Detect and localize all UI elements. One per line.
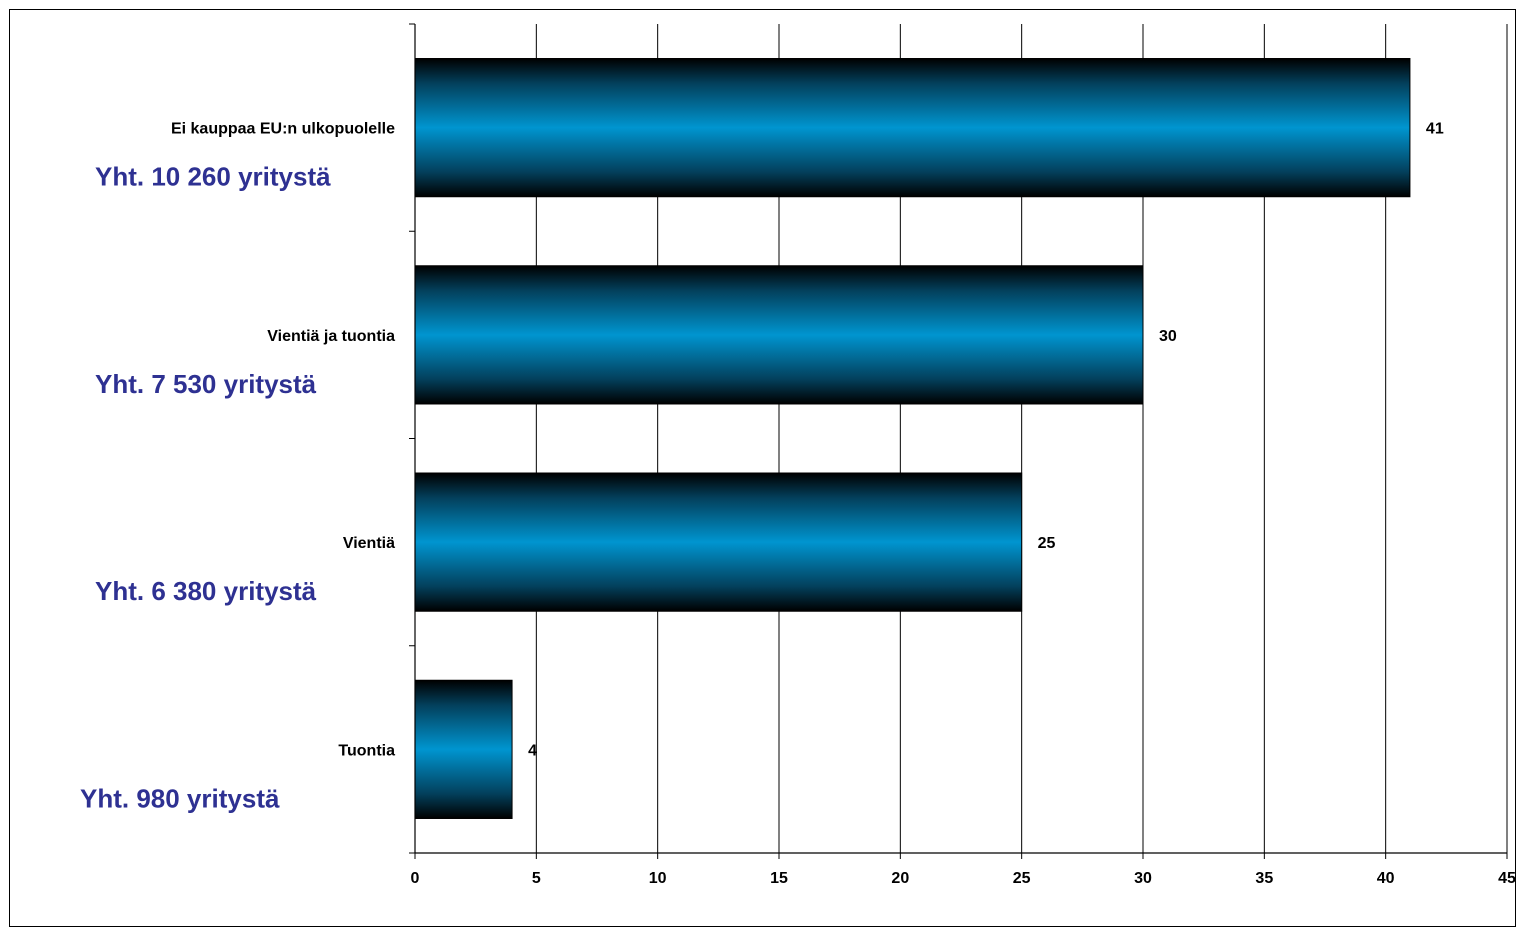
x-tick-label: 35 xyxy=(1255,870,1273,887)
bar xyxy=(414,265,1144,405)
x-tick-label: 40 xyxy=(1377,870,1395,887)
x-tick-label: 10 xyxy=(649,870,667,887)
data-label: 41 xyxy=(1426,121,1444,138)
bar xyxy=(414,58,1411,198)
x-tick-label: 20 xyxy=(891,870,909,887)
annotation-label: Yht. 6 380 yritystä xyxy=(95,576,317,606)
x-tick-label: 25 xyxy=(1013,870,1031,887)
annotation-label: Yht. 10 260 yritystä xyxy=(95,162,331,192)
bar xyxy=(414,679,513,819)
data-label: 30 xyxy=(1159,328,1177,345)
category-label: Vientiä xyxy=(343,535,395,552)
x-tick-label: 15 xyxy=(770,870,788,887)
axes xyxy=(409,23,1508,859)
x-tick-label: 30 xyxy=(1134,870,1152,887)
x-tick-label: 45 xyxy=(1498,870,1516,887)
bars xyxy=(414,58,1411,819)
data-label: 4 xyxy=(528,742,537,759)
data-label: 25 xyxy=(1038,535,1056,552)
x-tick-label: 0 xyxy=(411,870,420,887)
x-tick-label: 5 xyxy=(532,870,541,887)
chart-frame xyxy=(9,9,1516,927)
annotation-label: Yht. 7 530 yritystä xyxy=(95,369,317,399)
category-label: Vientiä ja tuontia xyxy=(267,328,395,345)
category-label: Ei kauppaa EU:n ulkopuolelle xyxy=(171,121,395,138)
annotation-label: Yht. 980 yritystä xyxy=(80,783,280,813)
bar xyxy=(414,472,1023,612)
labels: 0 5 10 15 20 25 30 35 40 45 41 Ei kauppaa EU:n ulko… xyxy=(80,121,1516,887)
category-label: Tuontia xyxy=(338,742,395,759)
